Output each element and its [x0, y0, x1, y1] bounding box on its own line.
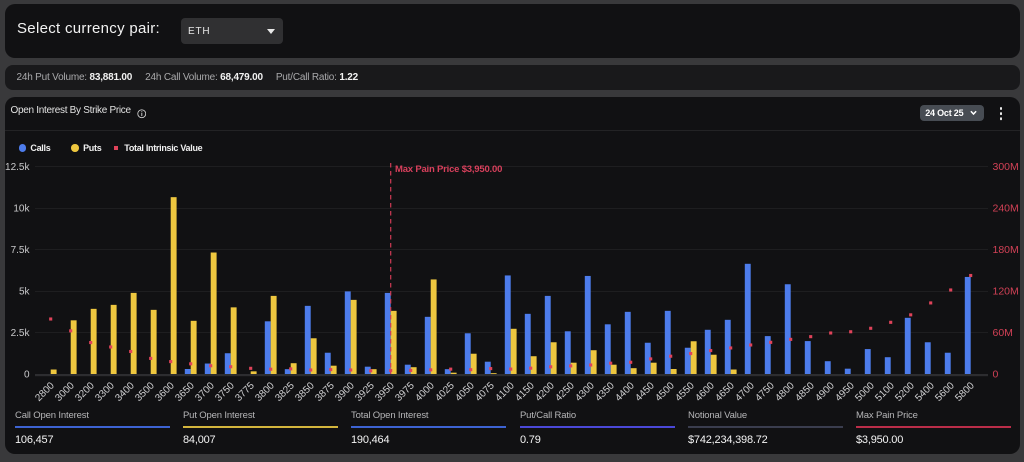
svg-text:2800: 2800 [33, 380, 57, 404]
svg-text:Max Pain Price $3,950.00: Max Pain Price $3,950.00 [395, 164, 502, 175]
svg-text:4700: 4700 [733, 380, 757, 404]
svg-text:240M: 240M [993, 202, 1019, 214]
svg-text:3975: 3975 [393, 380, 417, 404]
svg-text:120M: 120M [993, 286, 1019, 298]
svg-text:4050: 4050 [453, 380, 477, 404]
svg-text:4950: 4950 [833, 380, 857, 404]
svg-text:180M: 180M [993, 244, 1019, 256]
svg-text:3300: 3300 [93, 380, 117, 404]
svg-text:3825: 3825 [273, 380, 297, 404]
svg-text:5600: 5600 [933, 380, 957, 404]
svg-text:4150: 4150 [513, 380, 537, 404]
svg-text:5800: 5800 [953, 380, 977, 404]
svg-text:5k: 5k [19, 287, 31, 298]
svg-text:4300: 4300 [573, 380, 597, 404]
svg-text:3950: 3950 [373, 380, 397, 404]
svg-text:12.5k: 12.5k [5, 162, 30, 173]
svg-text:60M: 60M [993, 327, 1013, 339]
svg-text:3400: 3400 [113, 380, 137, 404]
svg-text:10k: 10k [13, 203, 30, 214]
svg-text:4450: 4450 [633, 380, 657, 404]
svg-text:5200: 5200 [893, 380, 917, 404]
svg-text:3000: 3000 [53, 380, 77, 404]
svg-text:4400: 4400 [613, 380, 637, 404]
svg-text:4750: 4750 [753, 380, 777, 404]
svg-text:3875: 3875 [313, 380, 337, 404]
svg-text:4250: 4250 [553, 380, 577, 404]
svg-text:0: 0 [24, 370, 30, 381]
svg-text:3850: 3850 [293, 380, 317, 404]
svg-text:3775: 3775 [233, 380, 257, 404]
svg-text:4800: 4800 [773, 380, 797, 404]
svg-text:5400: 5400 [913, 380, 937, 404]
svg-text:7.5k: 7.5k [11, 245, 31, 256]
svg-text:3925: 3925 [353, 380, 377, 404]
svg-text:4200: 4200 [533, 380, 557, 404]
svg-text:3500: 3500 [133, 380, 157, 404]
svg-text:4000: 4000 [413, 380, 437, 404]
svg-text:4025: 4025 [433, 380, 457, 404]
svg-text:4500: 4500 [653, 380, 677, 404]
svg-text:3600: 3600 [153, 380, 177, 404]
svg-text:5000: 5000 [853, 380, 877, 404]
svg-text:3200: 3200 [73, 380, 97, 404]
svg-text:3650: 3650 [173, 380, 197, 404]
svg-text:4100: 4100 [493, 380, 517, 404]
svg-text:4075: 4075 [473, 380, 497, 404]
svg-text:4650: 4650 [713, 380, 737, 404]
svg-text:4350: 4350 [593, 380, 617, 404]
svg-text:3800: 3800 [253, 380, 277, 404]
svg-text:3900: 3900 [333, 380, 357, 404]
svg-text:0: 0 [993, 369, 999, 381]
svg-text:4550: 4550 [673, 380, 697, 404]
svg-text:3700: 3700 [193, 380, 217, 404]
svg-text:3750: 3750 [213, 380, 237, 404]
svg-text:4600: 4600 [693, 380, 717, 404]
svg-text:4900: 4900 [813, 380, 837, 404]
svg-text:5100: 5100 [873, 380, 897, 404]
svg-text:4850: 4850 [793, 380, 817, 404]
svg-text:2.5k: 2.5k [11, 328, 31, 339]
svg-text:300M: 300M [993, 161, 1019, 173]
